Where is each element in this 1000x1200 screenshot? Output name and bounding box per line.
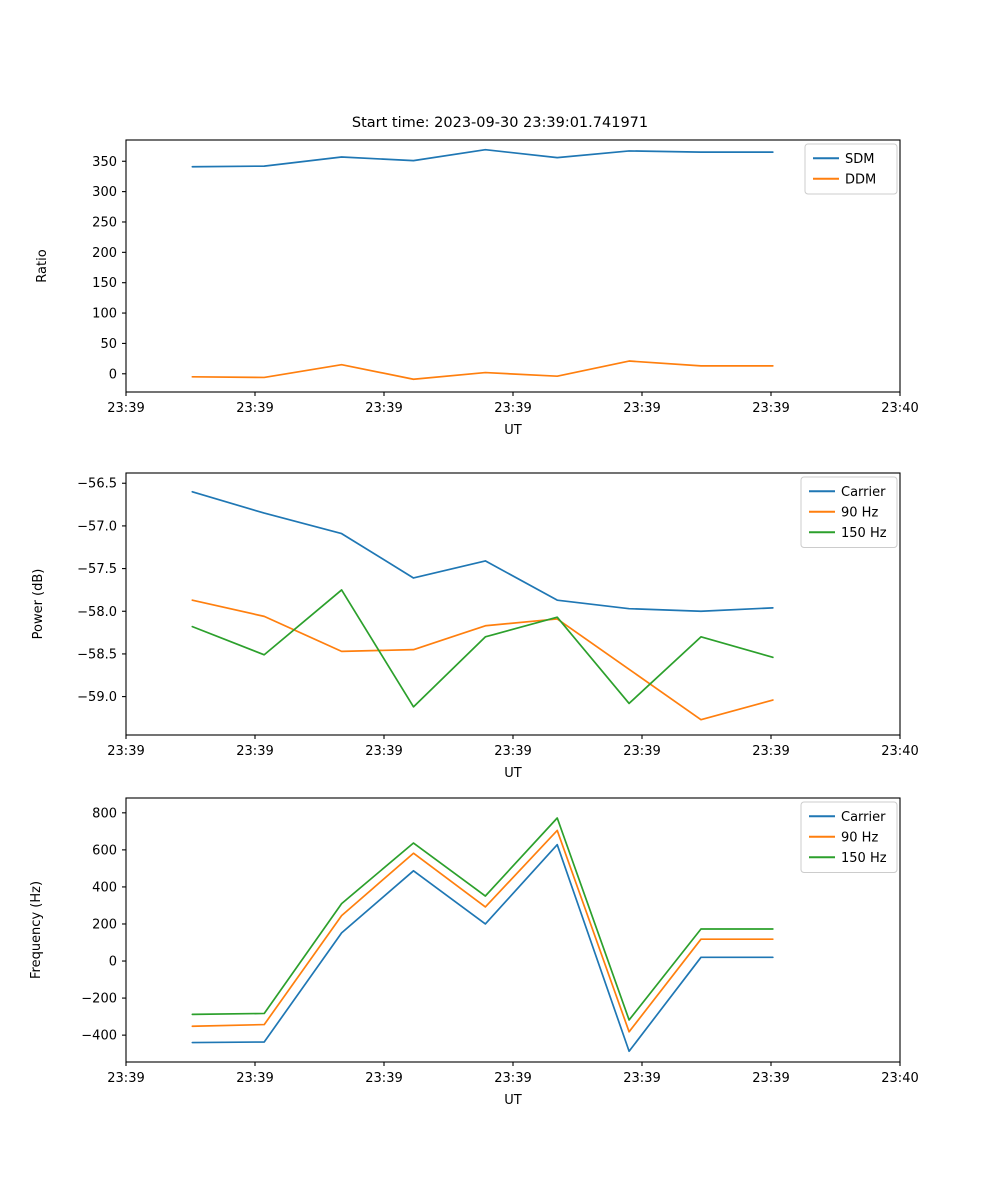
legend-label-ddm: DDM	[845, 172, 876, 187]
x-tick-label: 23:39	[494, 744, 531, 759]
legend-box	[800, 476, 898, 548]
y-tick-label: 300	[92, 185, 117, 200]
x-axis-label: UT	[504, 1093, 522, 1108]
y-tick-label: 600	[92, 843, 117, 858]
subplot-power: 23:39 23:39 23:39 23:39 23:39 23:39 23:40 −56.5…	[0, 460, 1000, 781]
x-tick-label: 23:39	[236, 1071, 273, 1086]
x-tick-label: 23:40	[881, 1071, 918, 1086]
legend-label-90-hz: 90 Hz	[841, 505, 878, 520]
series-line-150-hz	[191, 589, 774, 708]
subplot-frequency: 23:39 23:39 23:39 23:39 23:39 23:39 23:40 −400 −…	[0, 785, 1000, 1108]
series-line-150-hz	[191, 817, 774, 1021]
figure-title: Start time: 2023-09-30 23:39:01.741971	[351, 115, 649, 131]
y-axis-label: Frequency (Hz)	[29, 881, 44, 979]
legend-box	[804, 143, 898, 195]
x-tick-label: 23:39	[623, 744, 660, 759]
y-tick-label: 150	[92, 276, 117, 291]
x-tick-label: 23:39	[236, 744, 273, 759]
x-tick-label: 23:39	[107, 401, 144, 416]
x-tick-label: 23:39	[365, 744, 402, 759]
series-line-carrier	[191, 490, 774, 613]
y-tick-label: −59.0	[77, 690, 117, 705]
series-line-ddm	[191, 360, 774, 381]
x-tick-label: 23:39	[365, 401, 402, 416]
frequency-axes: 23:39 23:39 23:39 23:39 23:39 23:39 23:40 −400 −…	[29, 797, 919, 1108]
x-tick-label: 23:39	[107, 1071, 144, 1086]
x-tick-label: 23:39	[623, 401, 660, 416]
y-axis-label: Ratio	[35, 249, 50, 282]
legend: Carrier 90 Hz 150 Hz	[800, 801, 898, 873]
y-tick-label: 250	[92, 215, 117, 230]
legend-label-sdm: SDM	[845, 152, 874, 167]
ratio-axes: 23:39 23:39 23:39 23:39 23:39 23:39 23:40 0 50 10…	[35, 139, 919, 438]
legend-box	[800, 801, 898, 873]
axes-frame	[125, 797, 901, 1063]
y-axis-label: Power (dB)	[31, 569, 46, 640]
y-tick-label: 50	[100, 337, 117, 352]
series-line-90-hz	[191, 829, 774, 1033]
y-tick-label: −58.0	[77, 605, 117, 620]
legend-label-carrier: Carrier	[841, 485, 886, 500]
x-tick-label: 23:39	[623, 1071, 660, 1086]
x-axis-label: UT	[504, 766, 522, 781]
series-line-90-hz	[191, 599, 774, 721]
y-tick-label: 100	[92, 307, 117, 322]
legend-label-90-hz: 90 Hz	[841, 830, 878, 845]
x-tick-label: 23:39	[494, 401, 531, 416]
y-tick-label: 400	[92, 880, 117, 895]
power-axes: 23:39 23:39 23:39 23:39 23:39 23:39 23:40 −56.5…	[31, 472, 919, 781]
axes-frame	[125, 472, 901, 736]
legend-label-150-hz: 150 Hz	[841, 526, 887, 541]
y-tick-label: −200	[81, 992, 117, 1007]
legend: SDM DDM	[804, 143, 898, 195]
y-tick-label: 0	[109, 367, 117, 382]
x-tick-label: 23:39	[752, 401, 789, 416]
series-line-carrier	[191, 843, 774, 1053]
x-tick-label: 23:39	[752, 1071, 789, 1086]
x-tick-label: 23:39	[494, 1071, 531, 1086]
y-tick-label: −56.5	[77, 477, 117, 492]
y-tick-label: 0	[109, 955, 117, 970]
y-tick-label: 350	[92, 155, 117, 170]
y-tick-label: 200	[92, 246, 117, 261]
x-tick-label: 23:40	[881, 744, 918, 759]
y-tick-label: −58.5	[77, 647, 117, 662]
y-tick-label: −400	[81, 1029, 117, 1044]
x-tick-label: 23:39	[236, 401, 273, 416]
subplot-ratio: Start time: 2023-09-30 23:39:01.741971 2…	[0, 115, 1000, 440]
y-tick-label: −57.0	[77, 519, 117, 534]
legend: Carrier 90 Hz 150 Hz	[800, 476, 898, 548]
legend-label-carrier: Carrier	[841, 810, 886, 825]
legend-label-150-hz: 150 Hz	[841, 851, 887, 866]
y-tick-label: 800	[92, 806, 117, 821]
y-tick-label: 200	[92, 917, 117, 932]
x-tick-label: 23:39	[107, 744, 144, 759]
series-line-sdm	[191, 148, 774, 168]
x-tick-label: 23:39	[752, 744, 789, 759]
y-tick-label: −57.5	[77, 562, 117, 577]
x-tick-label: 23:40	[881, 401, 918, 416]
x-axis-label: UT	[504, 423, 522, 438]
x-tick-label: 23:39	[365, 1071, 402, 1086]
axes-frame	[125, 139, 901, 393]
